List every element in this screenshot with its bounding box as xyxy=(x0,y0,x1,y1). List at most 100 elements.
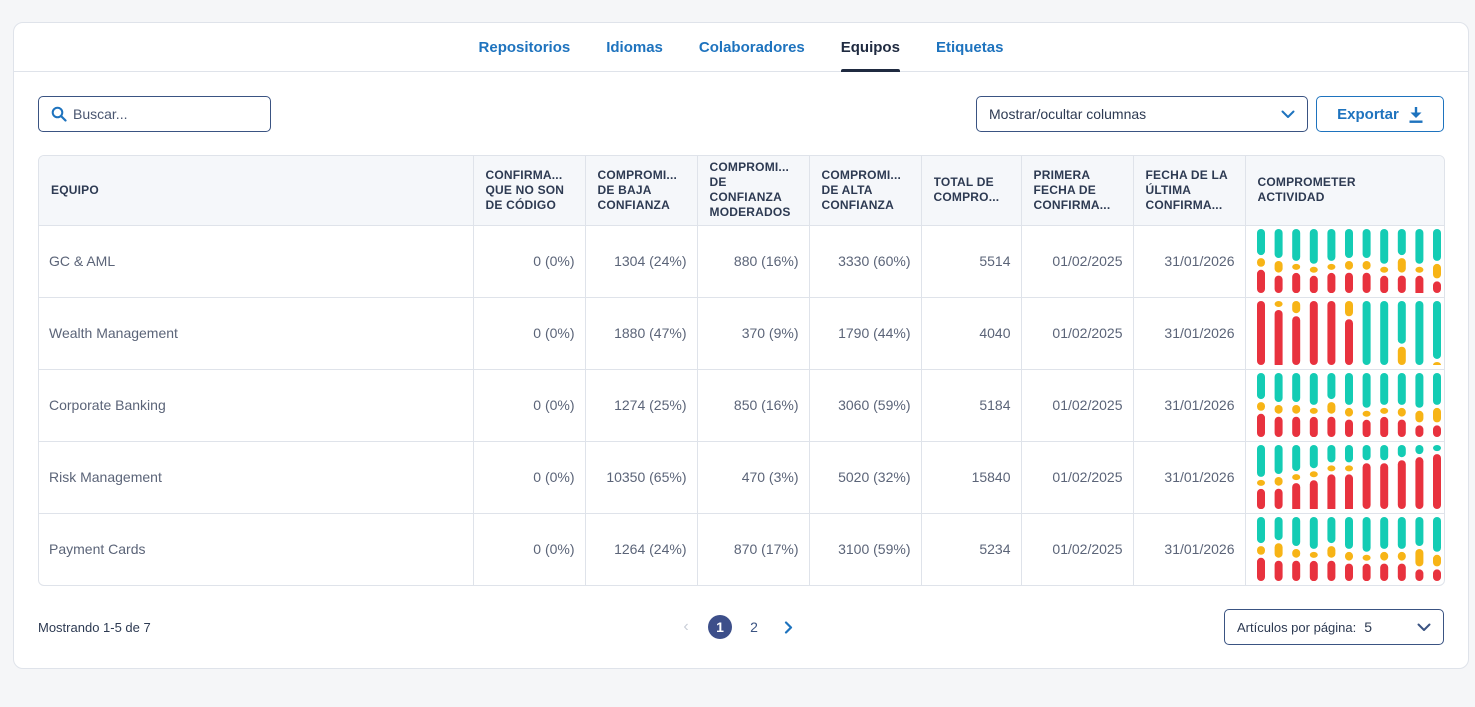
header-line: COMPROMI... xyxy=(597,167,678,182)
header-line: QUE NO SON xyxy=(485,182,565,197)
high-confidence-cell: 1790 (44%) xyxy=(809,297,922,370)
activity-cell xyxy=(1245,225,1444,298)
activity-bar-moderate xyxy=(1362,555,1371,562)
moderate-confidence-cell: 370 (9%) xyxy=(697,297,810,370)
activity-bar-high xyxy=(1309,229,1318,264)
activity-bar-high xyxy=(1326,373,1335,400)
activity-bar-moderate xyxy=(1274,301,1283,307)
header-first-date[interactable]: PRIMERA FECHA DE CONFIRMA... xyxy=(1021,156,1134,226)
activity-bar-low xyxy=(1397,563,1406,582)
activity-bar-low xyxy=(1326,416,1335,437)
tab-equipos[interactable]: Equipos xyxy=(840,23,901,72)
low-confidence-cell: 1274 (25%) xyxy=(585,369,698,442)
columns-select-label: Mostrar/ocultar columnas xyxy=(989,106,1147,122)
activity-bar-low xyxy=(1256,269,1265,293)
first-date-cell: 01/02/2025 xyxy=(1021,441,1134,514)
activity-bar-low xyxy=(1256,558,1265,582)
header-equipo[interactable]: EQUIPO xyxy=(39,156,474,226)
activity-bar-low xyxy=(1414,425,1423,437)
activity-bar-high xyxy=(1291,373,1300,402)
activity-bar-low xyxy=(1397,460,1406,509)
activity-bar-low xyxy=(1344,319,1353,365)
activity-bar-low xyxy=(1256,488,1265,509)
table-row[interactable]: GC & AML 0 (0%) 1304 (24%) 880 (16%) 3330 (6… xyxy=(39,225,1444,298)
header-activity[interactable]: COMPROMETER ACTIVIDAD xyxy=(1245,156,1444,226)
activity-bar-low xyxy=(1379,416,1388,437)
activity-bar-low xyxy=(1274,488,1283,509)
activity-bar-low xyxy=(1274,275,1283,293)
activity-bar-moderate xyxy=(1362,410,1371,417)
header-last-date[interactable]: FECHA DE LA ÚLTIMA CONFIRMA... xyxy=(1133,156,1246,226)
header-total[interactable]: TOTAL DE COMPRO... xyxy=(921,156,1022,226)
activity-bar-low xyxy=(1344,272,1353,293)
activity-bar-moderate xyxy=(1256,479,1265,486)
team-name: GC & AML xyxy=(39,225,474,298)
search-input[interactable] xyxy=(71,105,261,123)
last-date-cell: 31/01/2026 xyxy=(1133,225,1246,298)
team-name: Wealth Management xyxy=(39,297,474,370)
header-line: COMPROMI... xyxy=(709,160,790,175)
activity-bar-moderate xyxy=(1326,465,1335,472)
activity-bar-low xyxy=(1256,413,1265,437)
high-confidence-cell: 3100 (59%) xyxy=(809,513,922,585)
activity-cell xyxy=(1245,297,1444,370)
team-name: Corporate Banking xyxy=(39,369,474,442)
table-row[interactable]: Risk Management 0 (0%) 10350 (65%) 470 (3%)… xyxy=(39,441,1444,514)
activity-bar-moderate xyxy=(1344,407,1353,417)
moderate-confidence-cell: 850 (16%) xyxy=(697,369,810,442)
header-moderate-confidence[interactable]: COMPROMI... DE CONFIANZA MODERADOS xyxy=(697,156,810,226)
page-2-button[interactable]: 2 xyxy=(750,619,758,635)
table-row[interactable]: Corporate Banking 0 (0%) 1274 (25%) 850 (16… xyxy=(39,369,1444,442)
activity-bar-high xyxy=(1362,373,1371,408)
activity-bar-high xyxy=(1397,517,1406,550)
table-row[interactable]: Payment Cards 0 (0%) 1264 (24%) 870 (17%) 31… xyxy=(39,513,1444,585)
activity-chart xyxy=(1256,229,1441,293)
columns-select[interactable]: Mostrar/ocultar columnas xyxy=(976,96,1308,132)
activity-bar-high xyxy=(1414,517,1423,547)
activity-bar-low xyxy=(1414,275,1423,293)
header-low-confidence[interactable]: COMPROMI... DE BAJA CONFIANZA xyxy=(585,156,698,226)
activity-bar-high xyxy=(1379,301,1388,365)
total-cell: 4040 xyxy=(921,297,1022,370)
download-icon xyxy=(1409,106,1423,123)
activity-bar-high xyxy=(1397,373,1406,405)
activity-bar-moderate xyxy=(1379,552,1388,561)
header-non-code[interactable]: CONFIRMA... QUE NO SON DE CÓDIGO xyxy=(473,156,586,226)
tab-colaboradores[interactable]: Colaboradores xyxy=(698,39,805,56)
header-high-confidence[interactable]: COMPROMI... DE ALTA CONFIANZA xyxy=(809,156,922,226)
header-line: FECHA DE LA xyxy=(1145,167,1228,182)
activity-bar-high xyxy=(1309,445,1318,469)
activity-bar-moderate xyxy=(1309,552,1318,559)
activity-cell xyxy=(1245,441,1444,514)
activity-bar-moderate xyxy=(1291,263,1300,270)
activity-bar-moderate xyxy=(1397,258,1406,273)
activity-bar-low xyxy=(1291,483,1300,509)
activity-bar-low xyxy=(1256,301,1265,365)
tab-repositorios[interactable]: Repositorios xyxy=(478,39,571,56)
activity-bar-moderate xyxy=(1414,266,1423,273)
pagination-summary: Mostrando 1-5 de 7 xyxy=(38,620,151,635)
non-code-cell: 0 (0%) xyxy=(473,441,586,514)
activity-bar-high xyxy=(1397,229,1406,256)
table-row[interactable]: Wealth Management 0 (0%) 1880 (47%) 370 (9%… xyxy=(39,297,1444,370)
header-line: CONFIRMA... xyxy=(485,167,563,182)
activity-bar-high xyxy=(1397,445,1406,458)
activity-bar-moderate xyxy=(1344,552,1353,561)
page-1-button[interactable]: 1 xyxy=(708,615,732,639)
tab-idiomas[interactable]: Idiomas xyxy=(606,39,663,56)
activity-bar-moderate xyxy=(1309,266,1318,273)
activity-bar-high xyxy=(1362,301,1371,365)
activity-bar-high xyxy=(1274,229,1283,258)
items-per-page-label: Artículos por página: xyxy=(1237,619,1357,635)
next-page-icon[interactable] xyxy=(776,620,800,634)
search-box[interactable] xyxy=(38,96,271,132)
activity-bar-high xyxy=(1432,229,1441,261)
activity-bar-low xyxy=(1309,275,1318,293)
items-per-page-select[interactable]: Artículos por página: 5 xyxy=(1224,609,1444,645)
prev-page-icon[interactable]: ‹ xyxy=(683,618,689,635)
activity-bar-moderate xyxy=(1432,263,1441,279)
tab-etiquetas[interactable]: Etiquetas xyxy=(935,39,1004,56)
export-button[interactable]: Exportar xyxy=(1316,96,1444,132)
activity-bar-high xyxy=(1344,229,1353,258)
table-header-row: EQUIPO CONFIRMA... QUE NO SON DE CÓDIGO COMP… xyxy=(39,156,1444,226)
